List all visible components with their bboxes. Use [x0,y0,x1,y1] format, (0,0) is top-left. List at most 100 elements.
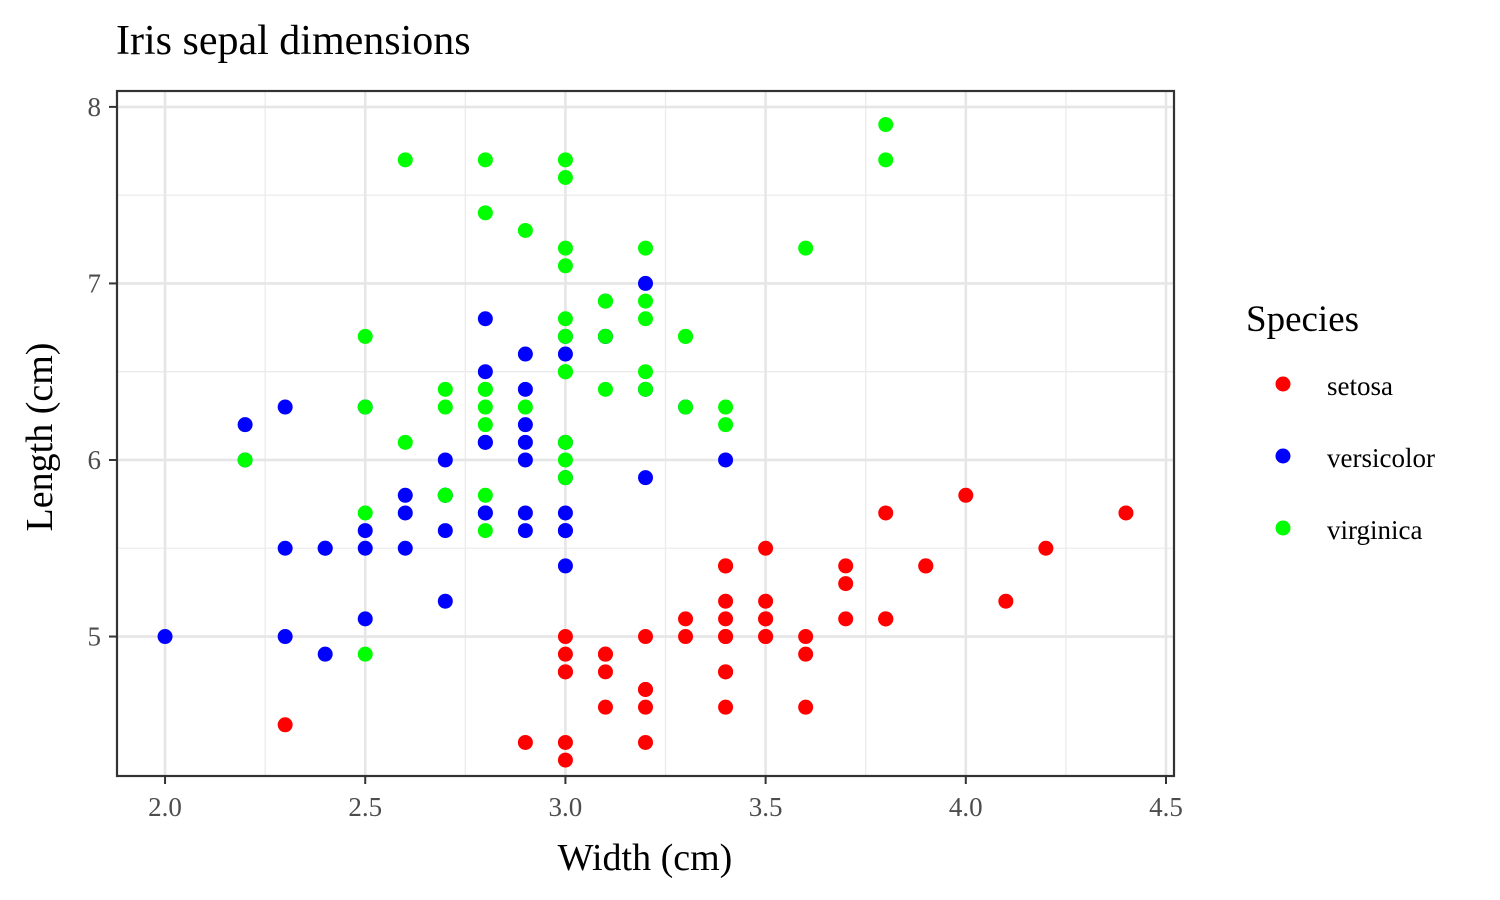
grid-minor [117,91,1174,776]
point-virginica [357,399,373,415]
point-setosa [758,540,774,556]
point-setosa [557,646,573,662]
point-setosa [718,629,734,645]
x-tick-label: 4.0 [949,792,983,822]
point-versicolor [517,346,533,362]
x-axis: 2.0 2.5 3.0 3.5 4.0 4.5 [148,776,1183,822]
point-virginica [638,240,653,256]
legend-key-setosa [1275,376,1291,392]
point-setosa [638,681,653,697]
point-versicolor [437,523,453,539]
point-virginica [437,381,453,397]
point-virginica [517,222,533,238]
point-virginica [477,205,493,221]
point-virginica [718,399,734,415]
point-versicolor [357,540,373,556]
point-versicolor [517,434,533,450]
point-virginica [517,399,533,415]
point-versicolor [277,629,293,645]
point-virginica [557,170,573,186]
point-versicolor [517,523,533,539]
point-virginica [678,399,694,415]
point-versicolor [317,646,333,662]
point-versicolor [517,417,533,433]
point-setosa [638,629,653,645]
point-virginica [557,240,573,256]
point-versicolor [517,381,533,397]
y-tick-label: 6 [88,445,102,475]
point-virginica [477,487,493,503]
point-virginica [557,434,573,450]
y-tick-label: 5 [88,622,102,652]
point-virginica [678,328,694,344]
point-setosa [918,558,934,574]
point-versicolor [477,311,493,327]
point-virginica [397,152,413,168]
x-tick-label: 3.5 [749,792,783,822]
point-setosa [878,505,894,521]
x-tick-label: 3.0 [549,792,583,822]
point-virginica [357,646,373,662]
point-versicolor [557,523,573,539]
point-setosa [597,699,613,715]
point-virginica [477,399,493,415]
point-versicolor [277,399,293,415]
point-versicolor [397,487,413,503]
point-versicolor [397,505,413,521]
point-virginica [557,364,573,380]
point-setosa [718,593,734,609]
point-versicolor [477,434,493,450]
point-virginica [638,293,653,309]
point-setosa [758,611,774,627]
point-setosa [678,611,694,627]
point-virginica [557,328,573,344]
point-setosa [718,699,734,715]
point-setosa [718,611,734,627]
point-versicolor [557,505,573,521]
point-setosa [798,646,814,662]
point-virginica [597,381,613,397]
point-setosa [998,593,1014,609]
point-versicolor [277,540,293,556]
legend: Species setosa versicolor virginica [1246,299,1435,545]
point-setosa [798,629,814,645]
chart-title: Iris sepal dimensions [116,18,471,64]
point-virginica [638,364,653,380]
point-virginica [557,258,573,274]
point-versicolor [437,452,453,468]
point-versicolor [157,629,173,645]
point-virginica [798,240,814,256]
legend-label-setosa: setosa [1327,371,1393,401]
point-versicolor [357,523,373,539]
panel-border [115,89,1176,778]
point-setosa [1118,505,1134,521]
point-virginica [357,505,373,521]
point-setosa [597,646,613,662]
point-virginica [638,381,653,397]
point-virginica [357,328,373,344]
y-axis-title: Length (cm) [19,343,61,532]
y-tick-label: 8 [88,92,102,122]
point-versicolor [357,611,373,627]
point-virginica [557,470,573,486]
point-virginica [477,381,493,397]
x-axis-title: Width (cm) [558,837,733,879]
point-setosa [517,734,533,750]
point-setosa [838,576,854,592]
point-versicolor [237,417,253,433]
point-virginica [237,452,253,468]
point-versicolor [477,364,493,380]
x-tick-label: 4.5 [1149,792,1183,822]
point-setosa [718,558,734,574]
point-virginica [597,293,613,309]
point-versicolor [638,470,653,486]
point-virginica [397,434,413,450]
point-setosa [798,699,814,715]
legend-key-virginica [1275,520,1291,536]
point-virginica [718,417,734,433]
point-setosa [557,752,573,768]
point-setosa [597,664,613,680]
point-virginica [597,328,613,344]
legend-label-versicolor: versicolor [1327,443,1435,473]
